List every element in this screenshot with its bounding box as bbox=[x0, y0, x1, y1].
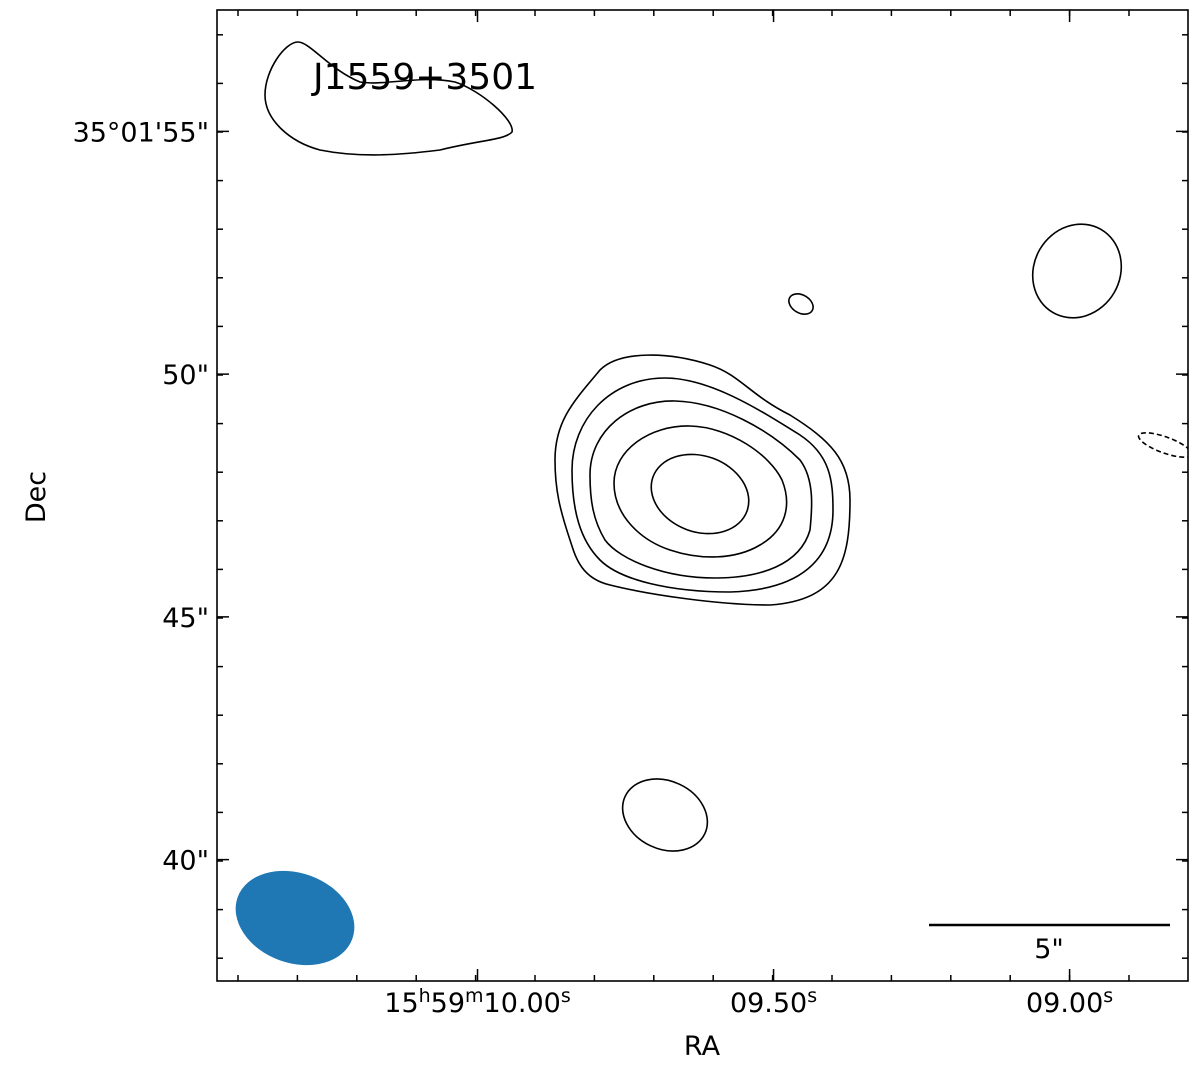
scale-bar-label: 5" bbox=[1034, 934, 1064, 965]
negative-contour bbox=[1137, 432, 1188, 458]
contour bbox=[264, 41, 513, 156]
contour bbox=[554, 354, 851, 606]
y-tick-label: 40" bbox=[162, 846, 209, 877]
contour bbox=[589, 400, 813, 579]
contour bbox=[621, 778, 709, 852]
contour bbox=[788, 293, 814, 315]
x-tick-label: 09.00s bbox=[1026, 985, 1113, 1019]
y-axis-label: Dec bbox=[21, 471, 52, 523]
contour bbox=[650, 453, 750, 535]
y-tick-label: 45" bbox=[162, 603, 209, 634]
x-tick-label: 09.50s bbox=[730, 985, 817, 1019]
axes-frame bbox=[216, 9, 1189, 982]
contour bbox=[1031, 223, 1123, 319]
y-tick-label: 50" bbox=[162, 360, 209, 391]
y-tick-label: 35°01'55" bbox=[73, 117, 209, 148]
contours bbox=[264, 41, 1188, 852]
chart-title: J1559+3501 bbox=[311, 57, 537, 98]
x-tick-label: 15h59m10.00s bbox=[384, 985, 570, 1019]
contour bbox=[571, 377, 834, 593]
contour bbox=[613, 425, 788, 558]
beam bbox=[235, 870, 355, 966]
x-axis-label: RA bbox=[684, 1031, 721, 1062]
